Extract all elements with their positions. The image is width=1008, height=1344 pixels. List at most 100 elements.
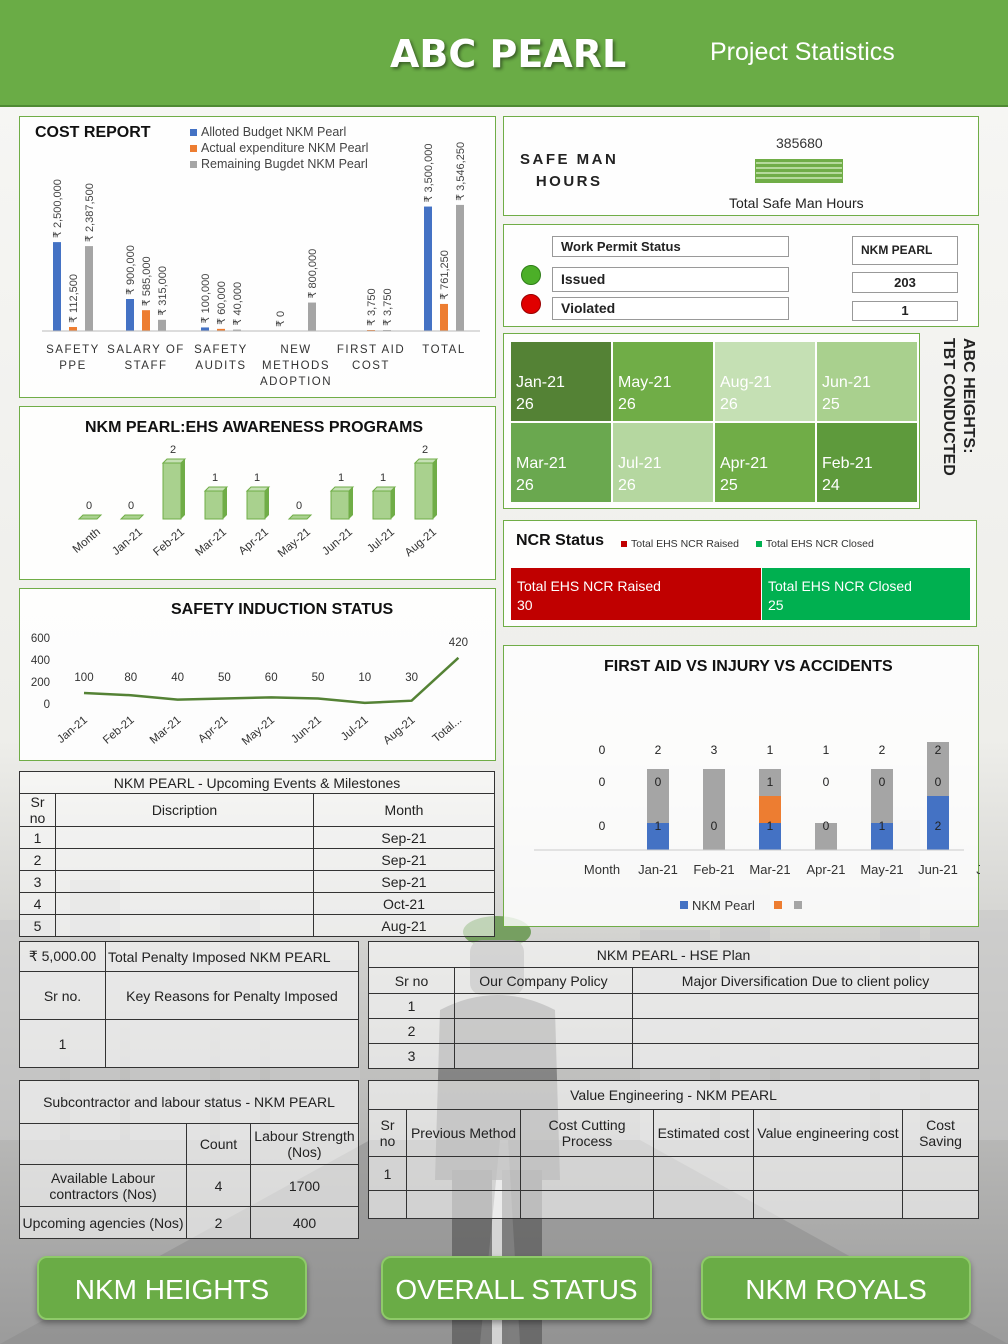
- events-cell: 5: [19, 914, 56, 937]
- awareness-category-label: Aug-21: [403, 526, 439, 559]
- tbt-cell: Apr-21 25: [715, 423, 815, 502]
- hse-cell: [632, 993, 979, 1019]
- subcontractor-header-blank: [19, 1123, 187, 1165]
- cost-bar: [424, 206, 432, 331]
- first-aid-data-label: 1: [767, 775, 774, 789]
- tbt-value: 24: [822, 477, 840, 494]
- tbt-value: 25: [720, 477, 738, 494]
- cost-category-label: SALARY OF: [107, 344, 185, 356]
- first-aid-legend-label: NKM Pearl: [692, 898, 755, 913]
- cost-data-label: ₹ 0: [275, 311, 287, 327]
- table-row: 5 Aug-21: [19, 914, 495, 937]
- first-aid-category-label: Mar-21: [749, 862, 790, 877]
- awareness-bar: [287, 514, 313, 520]
- cost-category-label: METHODS: [262, 360, 330, 372]
- cost-bar: [308, 302, 316, 331]
- table-row: [368, 1190, 979, 1219]
- legend-label: Actual expenditure NKM Pearl: [201, 141, 369, 155]
- events-cell: 1: [19, 826, 56, 849]
- table-row: 1 Sep-21: [19, 826, 495, 849]
- subcontractor-header-strength: Labour Strength (Nos): [250, 1123, 359, 1165]
- cost-data-label: ₹ 40,000: [232, 282, 244, 326]
- first-aid-data-label: 1: [767, 819, 774, 833]
- first-aid-data-label: 1: [655, 819, 662, 833]
- hse-cell: [454, 1043, 633, 1069]
- events-cell: Oct-21: [313, 892, 495, 915]
- tbt-cell: May-21 26: [613, 342, 713, 421]
- value-eng-header: Sr no: [368, 1109, 407, 1157]
- cost-category-label: STAFF: [124, 360, 167, 372]
- table-row: 3: [368, 1043, 979, 1069]
- nkm-heights-button[interactable]: NKM HEIGHTS: [37, 1256, 307, 1320]
- awareness-bar: [372, 490, 392, 520]
- events-cell: 2: [19, 848, 56, 871]
- cost-data-label: ₹ 800,000: [307, 249, 319, 299]
- subcontractor-title: Subcontractor and labour status - NKM PE…: [19, 1080, 359, 1124]
- cost-data-label: ₹ 3,750: [366, 288, 378, 326]
- induction-y-tick: 400: [31, 655, 50, 667]
- tbt-value: 26: [720, 396, 738, 413]
- cost-data-label: ₹ 3,500,000: [423, 144, 435, 203]
- tbt-month: Apr-21: [720, 455, 769, 472]
- ncr-closed-bar: Total EHS NCR Closed 25: [762, 568, 970, 620]
- ncr-closed-value: 25: [768, 597, 784, 613]
- events-cell: Sep-21: [313, 848, 495, 871]
- subcontractor-cell: 1700: [250, 1164, 359, 1207]
- cost-report-legend: Alloted Budget NKM Pearl Actual expendit…: [190, 124, 368, 172]
- cost-data-label: ₹ 585,000: [141, 256, 153, 306]
- penalty-cell: 1: [19, 1019, 106, 1068]
- legend-swatch-gray: [794, 901, 802, 909]
- events-header-month: Month: [313, 793, 495, 827]
- induction-category-label: Feb-21: [101, 714, 137, 747]
- penalty-header-srno: Sr no.: [19, 971, 106, 1020]
- hse-cell: [632, 1043, 979, 1069]
- awareness-bar: [246, 490, 266, 520]
- cost-bar: [85, 246, 93, 331]
- awareness-data-label: 1: [338, 472, 344, 484]
- penalty-amount-label: Total Penalty Imposed NKM PEARL: [105, 941, 359, 972]
- work-permit-header: Work Permit Status: [552, 236, 789, 257]
- awareness-bar-side: [433, 459, 437, 519]
- events-cell: [55, 848, 314, 871]
- legend-label: Total EHS NCR Closed: [765, 538, 874, 550]
- cost-bar: [126, 299, 134, 331]
- ncr-title: NCR Status: [516, 532, 605, 549]
- tbt-cell: Jul-21 26: [613, 423, 713, 502]
- events-header-description: Discription: [55, 793, 314, 827]
- cost-category-label: COST: [352, 360, 390, 372]
- induction-data-label: 60: [265, 672, 278, 684]
- first-aid-panel: FIRST AID VS INJURY VS ACCIDENTS 0 0 0 Mont…: [503, 645, 980, 927]
- awareness-bar-side: [391, 487, 395, 519]
- hse-cell: 3: [368, 1043, 455, 1069]
- table-row: 1: [368, 1156, 979, 1191]
- events-cell: [55, 892, 314, 915]
- awareness-data-label: 0: [128, 500, 134, 512]
- tbt-heatmap: Jan-21 26 May-21 26 Aug-21 26 Jun-21 25 Mar-21 26…: [511, 342, 917, 502]
- cost-category-label: TOTAL: [422, 344, 466, 356]
- penalty-cell: [105, 1019, 359, 1068]
- tbt-cell: Mar-21 26: [511, 423, 611, 502]
- first-aid-data-label: 0: [879, 775, 886, 789]
- induction-chart: 600 400 200 0 100 Jan-21 80 Feb-21 40 Mar-21 50 Apr…: [31, 633, 468, 748]
- table-row: 1: [368, 993, 979, 1019]
- cost-data-label: ₹ 100,000: [200, 274, 212, 324]
- ncr-raised-value: 30: [517, 597, 533, 613]
- safe-man-hours-caption: Total Safe Man Hours: [729, 195, 864, 211]
- awareness-category-label: Jul-21: [365, 526, 397, 555]
- cost-bar: [217, 328, 225, 331]
- overall-status-button[interactable]: OVERALL STATUS: [381, 1256, 652, 1320]
- value-eng-cell: [653, 1156, 754, 1191]
- nkm-royals-button[interactable]: NKM ROYALS: [701, 1256, 971, 1320]
- tbt-month: Jun-21: [822, 374, 871, 391]
- cost-data-label: ₹ 112,500: [68, 274, 80, 323]
- value-eng-cell: [520, 1190, 654, 1219]
- induction-category-label: Total...: [431, 714, 465, 745]
- penalty-header-reasons: Key Reasons for Penalty Imposed: [105, 971, 359, 1020]
- value-eng-cell: [753, 1190, 903, 1219]
- ncr-closed-label: Total EHS NCR Closed: [768, 578, 912, 594]
- induction-category-label: Mar-21: [148, 714, 184, 747]
- cost-data-label: ₹ 2,500,000: [52, 179, 64, 238]
- induction-data-label: 420: [449, 637, 468, 649]
- cost-report-chart: ₹ 2,500,000 ₹ 112,500 ₹ 2,387,500 SAFETY PPE…: [42, 142, 480, 388]
- first-aid-data-label: 1: [879, 819, 886, 833]
